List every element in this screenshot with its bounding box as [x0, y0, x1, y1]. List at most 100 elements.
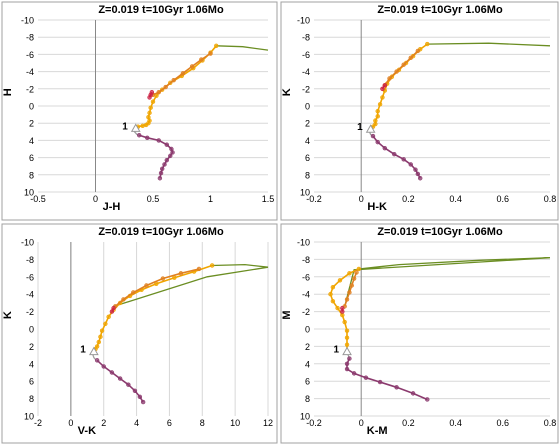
annotation-marker: [88, 346, 99, 356]
data-point: [106, 314, 111, 320]
data-point: [354, 270, 359, 275]
data-point: [145, 135, 150, 141]
data-point: [164, 157, 170, 163]
data-point: [425, 397, 430, 402]
y-tick-label: -4: [302, 290, 310, 300]
annotation-marker: [342, 346, 352, 356]
data-point: [149, 90, 155, 95]
data-point: [328, 292, 333, 297]
y-tick-label: 4: [305, 136, 310, 146]
y-tick-label: 10: [24, 412, 34, 422]
y-tick-label: -10: [297, 238, 310, 248]
x-axis-label: H-K: [367, 201, 387, 213]
x-tick-label: 10: [230, 418, 240, 428]
y-tick-label: -10: [21, 16, 34, 26]
data-point: [189, 64, 195, 69]
y-tick-label: -8: [26, 255, 34, 265]
data-point: [180, 71, 186, 76]
data-point: [380, 95, 385, 100]
annotation-label: 1: [122, 121, 128, 132]
data-point: [410, 391, 416, 396]
data-point: [147, 110, 152, 116]
y-tick-label: -8: [302, 33, 310, 43]
chart-panel-1: -10 -8 -6 -4 -2 0 2 4 6 8 10-0.5 0 0.5 1 1.5 Z=0.019 t=…: [1, 1, 278, 221]
data-point: [418, 176, 423, 181]
y-tick-label: 4: [29, 359, 34, 369]
panel-border: [1, 1, 278, 221]
y-tick-label: 8: [305, 394, 310, 404]
x-tick-label: 0.4: [449, 418, 462, 428]
data-point: [157, 176, 163, 181]
chart-title: Z=0.019 t=10Gyr 1.06Mo: [377, 226, 503, 238]
data-point: [131, 290, 136, 295]
data-point: [148, 105, 153, 110]
x-tick-label: -0.5: [30, 194, 46, 204]
y-tick-label: 2: [305, 119, 310, 129]
y-tick-label: -6: [26, 50, 34, 60]
data-point: [415, 48, 421, 54]
chart-title: Z=0.019 t=10Gyr 1.06Mo: [98, 4, 224, 16]
y-tick-label: 6: [29, 153, 34, 163]
data-point: [392, 151, 397, 157]
data-point: [335, 305, 340, 311]
x-tick-label: 12: [263, 418, 273, 428]
annotation-marker: [130, 123, 141, 132]
data-point: [199, 57, 204, 62]
y-tick-label: 2: [305, 342, 310, 352]
data-point: [387, 76, 392, 81]
panel-border: [1, 223, 278, 444]
y-tick-label: 6: [29, 377, 34, 387]
data-point: [137, 133, 142, 138]
data-point: [344, 366, 350, 372]
y-tick-label: 8: [29, 170, 34, 180]
data-point: [377, 102, 383, 107]
series-line-1: [344, 257, 551, 307]
series-line-1: [427, 42, 551, 47]
x-tick-label: 0.6: [497, 194, 510, 204]
x-tick-label: 0.8: [544, 418, 557, 428]
data-point: [132, 388, 138, 393]
data-point: [382, 83, 387, 88]
x-tick-label: -0.2: [306, 418, 322, 428]
x-axis-label: J-H: [103, 201, 121, 213]
x-tick-label: 0.5: [147, 194, 160, 204]
data-point: [347, 271, 352, 276]
x-tick-label: -2: [34, 418, 42, 428]
data-point: [356, 266, 362, 272]
data-point: [370, 133, 376, 139]
x-tick-label: 1: [208, 194, 213, 204]
y-tick-label: -8: [26, 33, 34, 43]
data-point: [425, 41, 430, 47]
x-tick-label: 8: [200, 418, 205, 428]
data-point: [170, 150, 175, 155]
y-axis-label: M: [281, 310, 293, 319]
data-point: [344, 335, 350, 340]
data-point: [99, 328, 105, 333]
data-point: [351, 276, 357, 281]
data-point: [140, 399, 146, 405]
x-tick-label: -0.2: [306, 194, 322, 204]
data-point: [163, 84, 168, 90]
data-point: [375, 114, 380, 119]
data-point: [98, 334, 103, 340]
x-tick-label: 4: [134, 418, 139, 428]
y-tick-label: -6: [26, 272, 34, 282]
annotation-marker: [365, 124, 376, 133]
data-point: [96, 339, 101, 345]
y-tick-label: 0: [29, 102, 34, 112]
annotation-label: 1: [357, 122, 363, 133]
data-point: [375, 139, 380, 145]
data-point: [101, 364, 106, 369]
x-axis-label: V-K: [78, 425, 96, 437]
data-point: [109, 309, 115, 314]
data-point: [349, 283, 354, 288]
data-point: [375, 108, 380, 114]
data-point: [408, 162, 413, 167]
y-tick-label: 6: [305, 377, 310, 387]
panel-border: [280, 1, 559, 221]
data-point: [137, 394, 143, 400]
data-point: [340, 305, 345, 311]
x-axis-label: K-M: [367, 425, 388, 437]
data-point: [344, 297, 350, 302]
